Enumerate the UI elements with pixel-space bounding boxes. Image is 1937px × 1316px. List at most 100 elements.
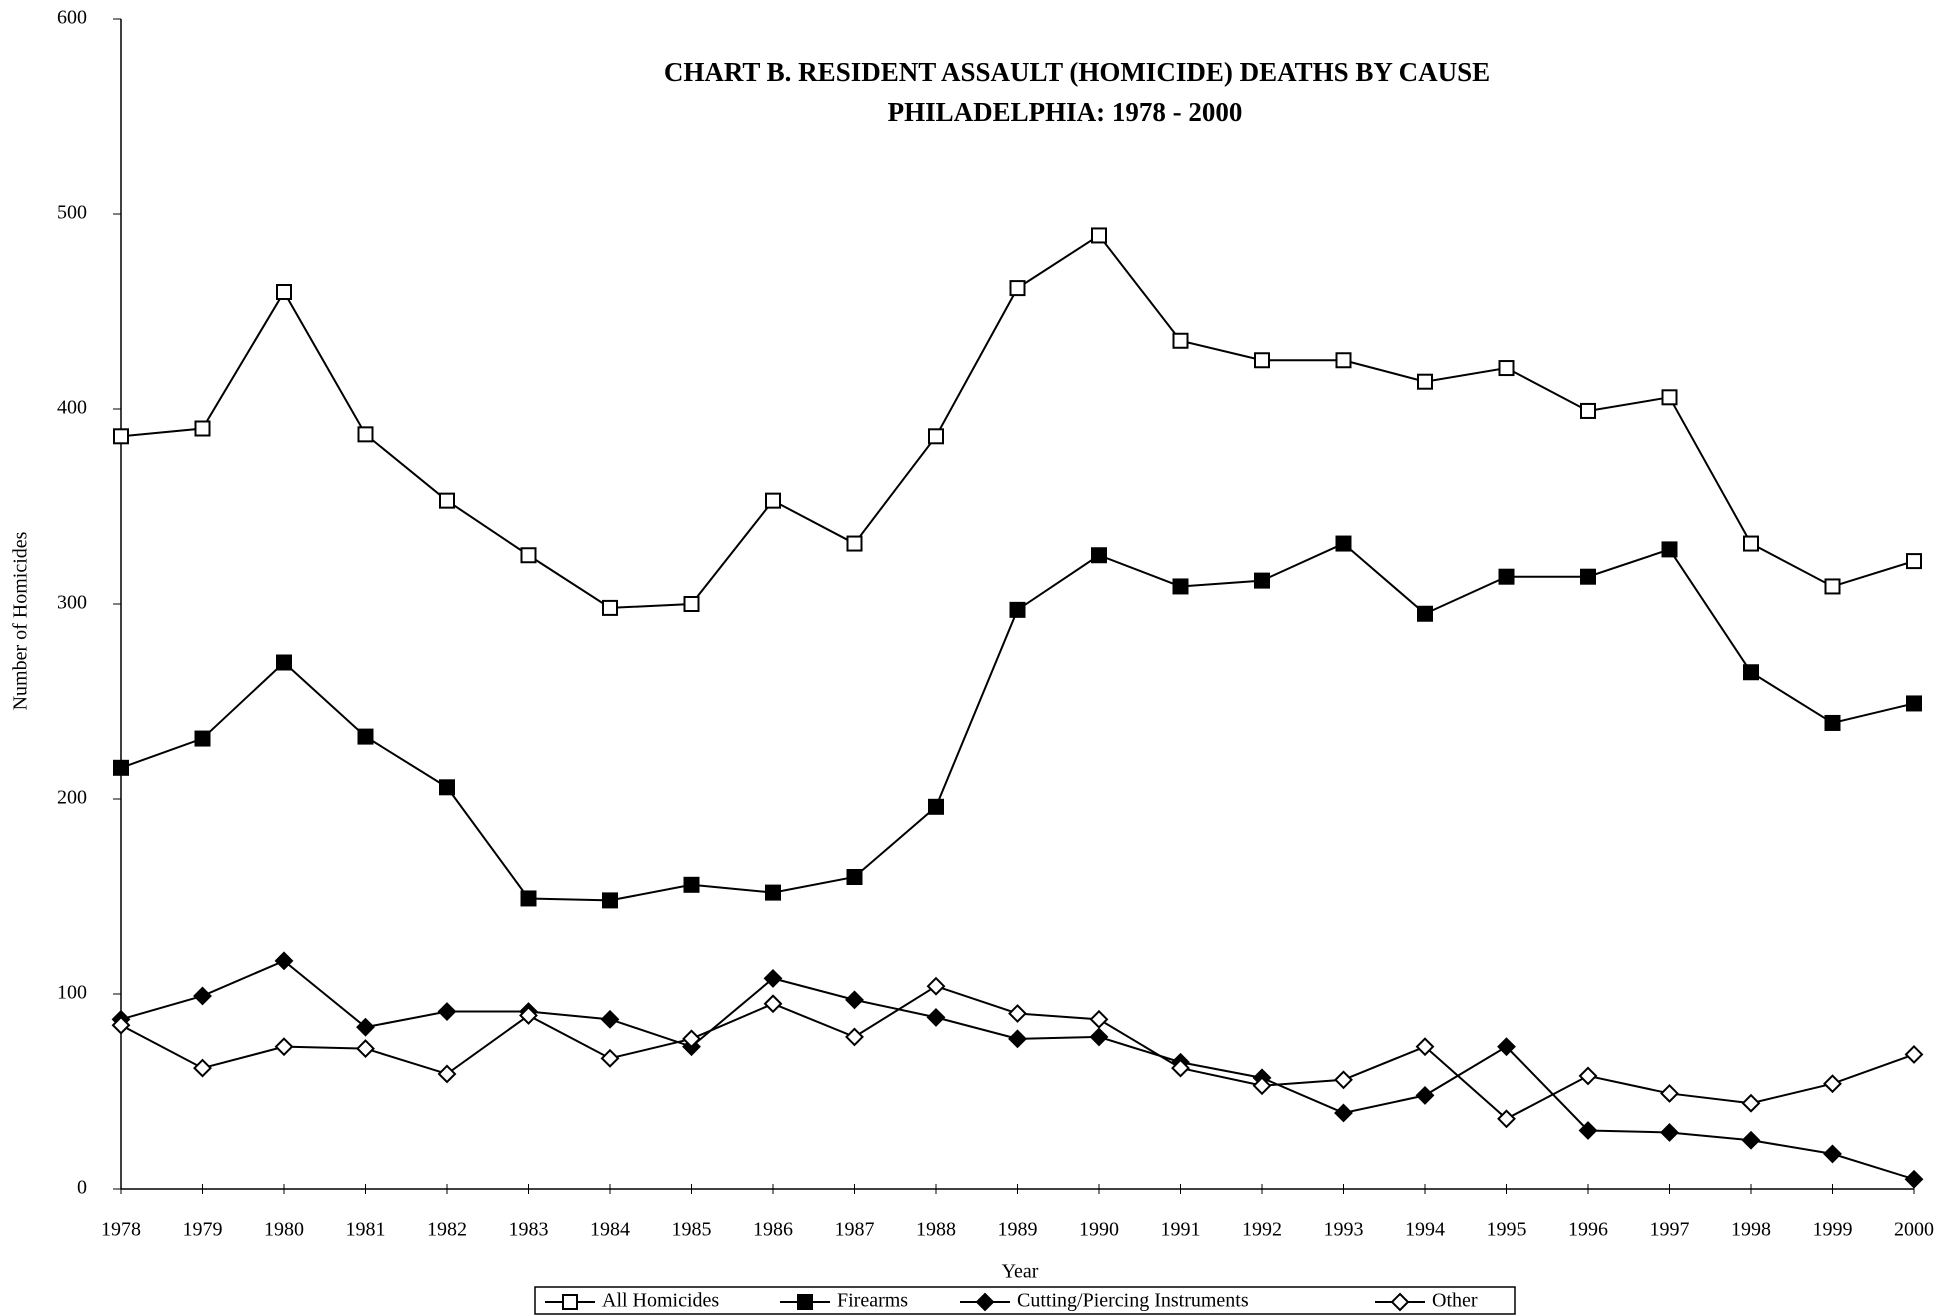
y-tick-label: 600 [57, 7, 87, 29]
legend-marker [1390, 1292, 1410, 1312]
x-axis-label: Year [1002, 1261, 1039, 1283]
data-point [1824, 578, 1841, 595]
x-tick-label: 1998 [1731, 1219, 1771, 1241]
x-tick-label: 1987 [835, 1219, 875, 1241]
x-tick-label: 1995 [1487, 1219, 1527, 1241]
data-point [1904, 1169, 1924, 1189]
data-point [113, 759, 129, 776]
x-tick-label: 1982 [427, 1219, 467, 1241]
data-point [602, 599, 618, 616]
data-point [1009, 280, 1026, 297]
x-tick-label: 2000 [1894, 1219, 1934, 1241]
x-tick-label: 1985 [672, 1219, 712, 1241]
data-point [1254, 352, 1270, 369]
legend-marker [797, 1294, 813, 1310]
data-point [846, 535, 863, 552]
data-point [1009, 601, 1026, 618]
data-point [600, 1009, 620, 1029]
data-point [683, 596, 700, 612]
data-point [765, 492, 781, 509]
data-point [1415, 1085, 1435, 1105]
legend-label: Firearms [837, 1290, 908, 1312]
data-point [1497, 1037, 1516, 1057]
data-point [846, 869, 863, 885]
data-point [1906, 553, 1922, 570]
x-tick-label: 1979 [183, 1219, 223, 1241]
chart-subtitle: PHILADELPHIA: 1978 - 2000 [888, 97, 1243, 127]
data-point [1660, 1084, 1679, 1103]
data-point [1578, 1121, 1598, 1140]
data-point [1008, 1004, 1027, 1023]
data-point [519, 1006, 538, 1025]
data-point [683, 876, 700, 893]
data-point [1497, 1109, 1516, 1129]
data-point [1172, 578, 1189, 595]
chart-title: CHART B. RESIDENT ASSAULT (HOMICIDE) DEA… [664, 57, 1490, 87]
x-tick-label: 1992 [1242, 1219, 1282, 1241]
data-point [1091, 227, 1107, 244]
data-point [274, 1037, 294, 1057]
data-point [276, 284, 292, 300]
data-point [356, 1017, 375, 1037]
data-point [928, 798, 944, 815]
data-point [520, 890, 537, 907]
y-tick-label: 100 [57, 982, 87, 1004]
data-point [111, 1015, 131, 1035]
data-point [1008, 1029, 1027, 1049]
y-tick-label: 400 [57, 397, 87, 419]
data-point [1335, 535, 1352, 552]
x-tick-label: 1978 [101, 1219, 141, 1241]
data-point [437, 1064, 457, 1084]
x-tick-label: 1990 [1079, 1219, 1119, 1241]
series-line [120, 542, 1915, 902]
x-tick-label: 1997 [1650, 1219, 1690, 1241]
data-point [763, 994, 783, 1014]
data-point [1172, 332, 1189, 349]
data-point [439, 779, 455, 796]
data-point [926, 1007, 946, 1027]
data-point [926, 976, 946, 996]
data-point [1335, 352, 1352, 369]
data-point [1334, 1103, 1353, 1123]
data-point [1252, 1076, 1272, 1096]
y-tick-label: 300 [57, 592, 87, 614]
data-point [1904, 1045, 1924, 1064]
data-point [600, 1048, 620, 1068]
x-tick-label: 1980 [264, 1219, 304, 1241]
data-point [1661, 389, 1678, 406]
y-axis-label: Number of Homicides [10, 531, 32, 710]
data-point [274, 951, 294, 971]
data-point [1824, 714, 1841, 731]
data-point [1417, 605, 1433, 622]
data-point [1741, 1093, 1761, 1113]
data-point [602, 892, 618, 909]
x-tick-label: 1999 [1813, 1219, 1853, 1241]
data-point [1580, 402, 1596, 419]
x-tick-label: 1981 [346, 1219, 386, 1241]
data-point [1906, 695, 1922, 712]
x-tick-label: 1991 [1161, 1219, 1201, 1241]
legend-label: All Homicides [602, 1290, 719, 1312]
legend-label: Other [1432, 1290, 1478, 1312]
series-line [120, 959, 1915, 1181]
data-point [1661, 541, 1678, 558]
data-point [193, 986, 212, 1006]
data-point [1417, 373, 1433, 390]
x-tick-label: 1984 [590, 1219, 630, 1241]
y-tick-label: 200 [57, 787, 87, 809]
data-point [1498, 568, 1515, 585]
data-point [1415, 1037, 1435, 1057]
x-tick-label: 1986 [753, 1219, 793, 1241]
x-tick-label: 1994 [1405, 1219, 1445, 1241]
x-tick-label: 1988 [916, 1219, 956, 1241]
x-tick-label: 1993 [1324, 1219, 1364, 1241]
x-tick-label: 1983 [509, 1219, 549, 1241]
legend-box [534, 1286, 1516, 1315]
data-point [1171, 1058, 1190, 1078]
data-point [763, 968, 783, 988]
data-point [765, 884, 781, 901]
data-point [194, 730, 211, 747]
data-point [682, 1029, 701, 1049]
data-point [928, 428, 944, 445]
